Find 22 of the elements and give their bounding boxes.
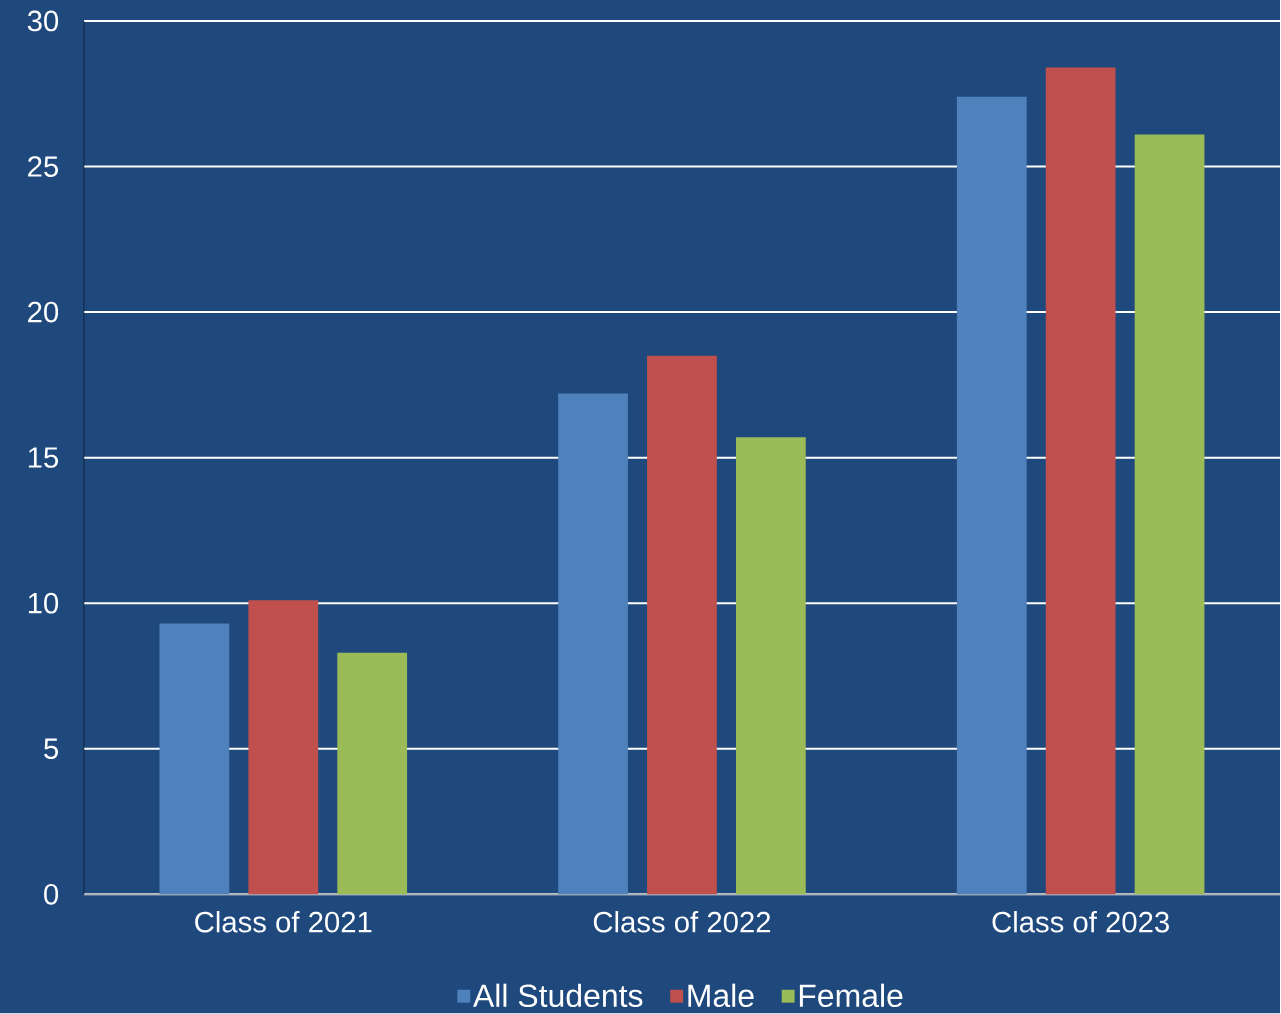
- y-tick-label: 0: [44, 883, 59, 905]
- bar: [735, 437, 806, 895]
- legend-label: Male: [688, 983, 754, 1008]
- legend-label: Female: [799, 983, 903, 1008]
- y-tick-label: 10: [28, 592, 59, 614]
- legend-label: All Students: [473, 983, 643, 1008]
- y-tick-label: 20: [28, 301, 59, 323]
- bar: [647, 355, 717, 895]
- y-tick-label: 25: [28, 156, 59, 177]
- x-tick-label: Class of 2022: [593, 910, 771, 933]
- bar: [558, 393, 628, 895]
- y-tick-label: 5: [44, 738, 59, 759]
- bar: [1134, 134, 1205, 895]
- bar: [956, 96, 1027, 895]
- bar: [1045, 67, 1116, 895]
- y-tick-label: 15: [28, 447, 59, 468]
- x-tick-label: Class of 2023: [992, 910, 1169, 933]
- bar: [159, 623, 230, 895]
- y-tick-label: 30: [27, 10, 59, 32]
- bar: [337, 652, 408, 895]
- x-tick-label: Class of 2021: [195, 910, 372, 933]
- bar: [248, 600, 319, 895]
